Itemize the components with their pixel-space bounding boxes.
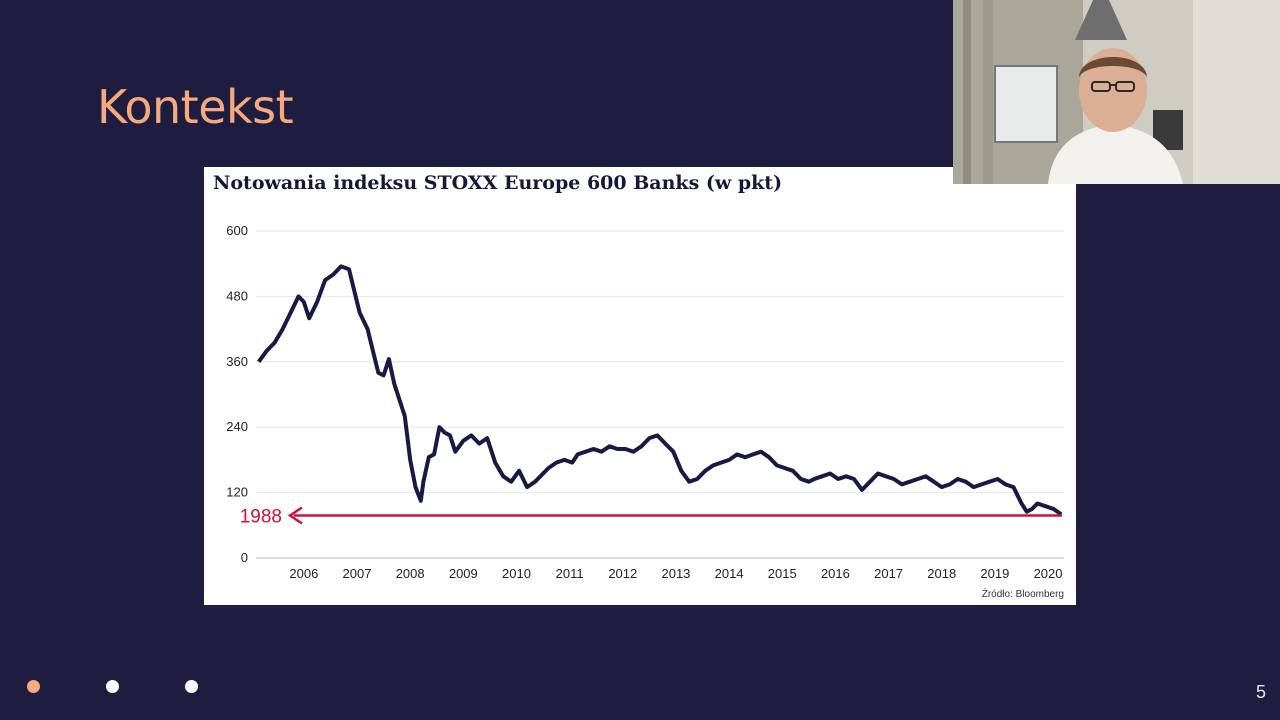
y-tick-label: 120 [226,485,248,500]
y-tick-label: 600 [226,223,248,238]
x-tick-label: 2018 [927,566,956,581]
x-tick-label: 2019 [980,566,1009,581]
x-tick-label: 2020 [1034,566,1063,581]
y-tick-label: 0 [241,550,248,565]
series-line [257,264,1063,517]
x-tick-label: 2007 [343,566,372,581]
reference-arrow [287,506,303,525]
x-tick-label: 2013 [661,566,690,581]
page-number: 5 [1255,682,1266,702]
chart-plot: 0 120 240 360 480 600 2006 2007 2008 2009 2010 2011… [226,223,1064,581]
x-tick-label: 2011 [556,566,584,581]
slide-title: Kontekst [97,80,294,134]
y-tick-label: 240 [226,419,248,434]
x-tick-label: 2012 [608,566,637,581]
y-tick-label: 480 [226,288,248,303]
x-tick-label: 2014 [715,566,744,581]
chart-card: 0 120 240 360 480 600 2006 2007 2008 2009 2010 2011… [204,167,1076,605]
chart-title: Notowania indeksu STOXX Europe 600 Banks… [213,172,783,194]
x-tick-label: 2010 [502,566,531,581]
x-tick-label: 2016 [821,566,850,581]
x-tick-label: 2006 [289,566,318,581]
reference-label: 1988 [240,506,282,527]
x-tick-label: 2009 [449,566,478,581]
presenter-video-icon [953,0,1280,184]
x-tick-label: 2015 [768,566,797,581]
presenter-webcam [953,0,1280,184]
x-tick-label: 2017 [874,566,903,581]
y-tick-label: 360 [226,354,248,369]
x-tick-label: 2008 [396,566,425,581]
nav-dot-active[interactable] [27,680,40,693]
nav-dot[interactable] [185,680,198,693]
chart-source: Źródło: Bloomberg [981,589,1064,600]
nav-dot[interactable] [106,680,119,693]
